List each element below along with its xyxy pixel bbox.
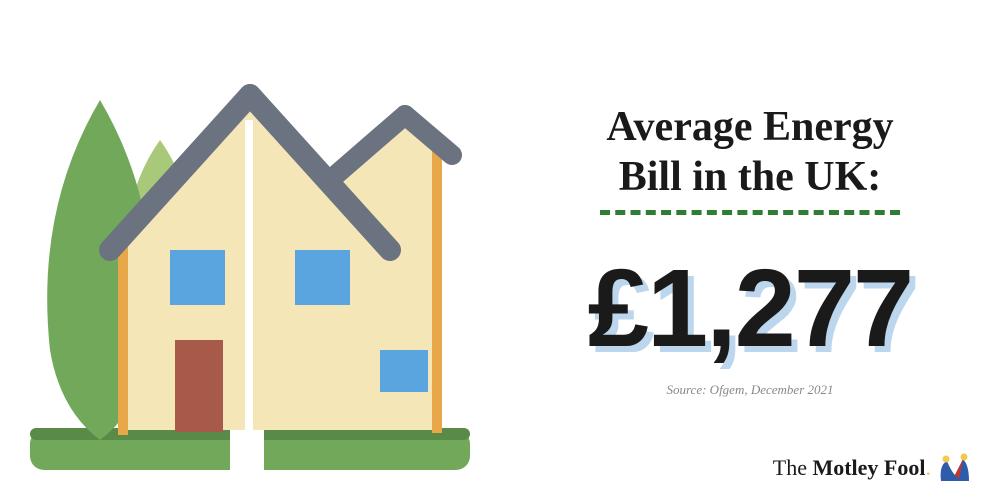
text-panel: Average Energy Bill in the UK: £1,277 £1… (500, 0, 1000, 500)
house-illustration (20, 10, 480, 490)
brand-logo: The Motley Fool. (773, 451, 975, 485)
brand-text: The Motley Fool. (773, 455, 931, 481)
jester-hat-icon (935, 451, 975, 485)
divider-dashes (600, 210, 900, 215)
value-figure: £1,277 £1,277 (588, 245, 912, 372)
illustration-panel (0, 0, 500, 500)
infographic-title: Average Energy Bill in the UK: (606, 102, 893, 203)
source-citation: Source: Ofgem, December 2021 (666, 382, 833, 398)
